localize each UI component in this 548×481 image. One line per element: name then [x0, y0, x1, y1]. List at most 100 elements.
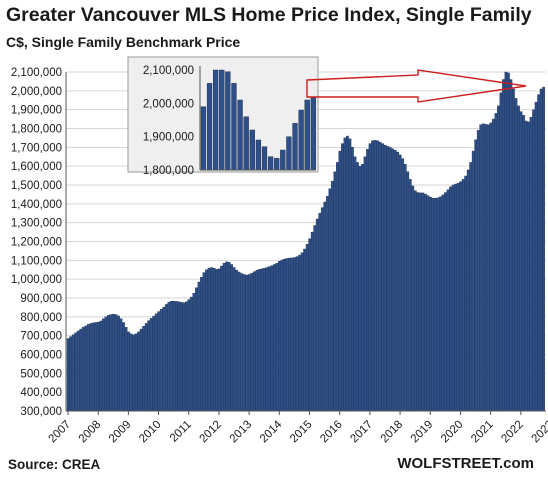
- price-bar: [348, 138, 352, 412]
- y-tick-label: 1,300,000: [11, 218, 62, 230]
- inset-bar: [219, 69, 225, 171]
- inset-bar: [231, 83, 237, 171]
- price-bar: [519, 111, 523, 412]
- price-bar: [323, 201, 327, 412]
- x-tick-label: 2013: [228, 419, 255, 446]
- y-tick-label: 300,000: [20, 406, 62, 418]
- price-bar: [315, 218, 319, 412]
- price-bar: [112, 314, 115, 412]
- price-bar: [122, 322, 125, 412]
- x-tick-label: 2014: [258, 418, 285, 445]
- price-bar: [439, 196, 442, 412]
- price-bar: [378, 141, 382, 412]
- price-bar: [230, 264, 234, 412]
- inset-bar: [310, 96, 316, 171]
- price-bar: [386, 146, 389, 412]
- price-bar: [383, 144, 387, 412]
- price-bar: [275, 262, 279, 412]
- price-bar: [139, 328, 143, 412]
- price-bar: [117, 315, 120, 412]
- price-bar: [310, 231, 314, 412]
- inset-bar: [200, 106, 207, 171]
- brand-watermark: WOLFSTREET.com: [397, 455, 534, 472]
- price-bar: [97, 321, 100, 412]
- price-bar: [192, 293, 196, 412]
- price-bar: [469, 162, 473, 412]
- inset-y-tick-label: 2,100,000: [143, 65, 194, 77]
- x-tick-label: 2022: [499, 419, 526, 446]
- price-bar: [401, 158, 405, 412]
- price-bar: [542, 86, 545, 412]
- price-bar: [376, 140, 379, 412]
- price-bar: [358, 165, 362, 412]
- price-bar: [459, 181, 462, 412]
- price-bar: [285, 258, 289, 412]
- price-bar: [232, 267, 236, 412]
- price-bar: [190, 296, 193, 412]
- y-tick-label: 1,200,000: [11, 237, 62, 249]
- price-bar: [484, 124, 488, 412]
- price-bar: [489, 122, 493, 412]
- callout-arrow: [306, 69, 527, 103]
- price-bar: [159, 309, 163, 412]
- price-bar: [154, 313, 158, 412]
- y-tick-label: 700,000: [20, 331, 62, 343]
- x-tick-label: 2023: [530, 419, 548, 446]
- price-bar: [351, 147, 354, 412]
- price-bar: [504, 71, 508, 412]
- x-tick-label: 2010: [137, 419, 164, 446]
- inset-bar: [249, 129, 255, 171]
- price-bar: [263, 268, 266, 412]
- price-bar: [346, 135, 349, 412]
- inset-bar: [206, 83, 213, 171]
- price-bar: [293, 257, 296, 412]
- price-bar: [273, 264, 276, 412]
- inset-bar: [255, 139, 262, 171]
- price-bar: [187, 299, 191, 412]
- price-bar: [278, 261, 281, 412]
- y-tick-label: 1,900,000: [11, 105, 62, 117]
- price-bar: [403, 164, 407, 412]
- price-bar: [406, 171, 410, 412]
- inset-bar: [267, 156, 274, 171]
- price-bar: [424, 193, 427, 412]
- price-bar: [444, 192, 447, 412]
- price-bar: [318, 213, 322, 412]
- price-bar: [509, 79, 513, 412]
- source-note: Source: CREA: [8, 457, 101, 472]
- price-bar: [86, 324, 90, 412]
- price-bar: [333, 171, 337, 412]
- price-bar: [283, 258, 286, 412]
- inset-bar: [225, 71, 231, 171]
- price-bar: [426, 195, 430, 412]
- price-bar: [205, 269, 208, 412]
- inset-y-tick-label: 1,900,000: [143, 132, 194, 144]
- y-tick-label: 900,000: [20, 293, 62, 305]
- price-bar: [252, 271, 256, 412]
- price-bar: [104, 316, 108, 412]
- price-bar: [235, 269, 239, 412]
- price-bar: [69, 336, 73, 412]
- y-tick-label: 400,000: [20, 387, 62, 399]
- main-axes: [65, 72, 546, 412]
- price-bar: [494, 113, 498, 412]
- price-bar: [197, 281, 201, 412]
- price-bar: [124, 327, 128, 412]
- price-bar: [162, 306, 166, 412]
- price-bar: [539, 88, 543, 412]
- price-bar: [471, 150, 475, 412]
- price-bar: [127, 331, 130, 412]
- price-bar: [441, 194, 445, 412]
- price-bar: [298, 254, 301, 412]
- price-bar: [185, 301, 188, 412]
- price-bar: [175, 301, 178, 412]
- price-bar: [217, 268, 221, 412]
- price-bar: [353, 156, 357, 412]
- x-tick-label: 2021: [469, 419, 496, 446]
- price-bar: [207, 268, 211, 412]
- price-bar: [144, 323, 148, 412]
- price-bar: [499, 92, 503, 412]
- inset-y-tick-label: 2,000,000: [143, 98, 194, 110]
- price-bar: [245, 274, 249, 412]
